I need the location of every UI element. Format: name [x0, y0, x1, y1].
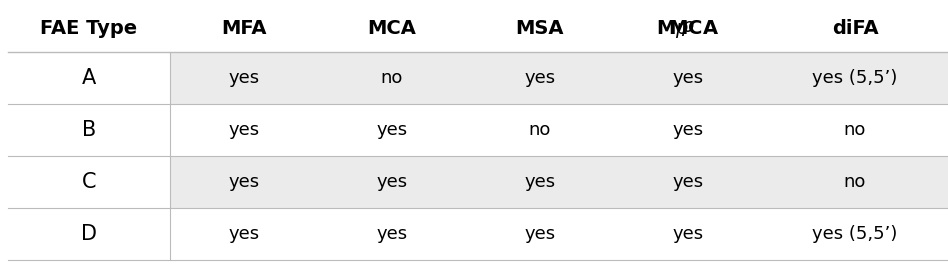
Bar: [8, 52, 170, 104]
Bar: [614, 208, 762, 260]
Text: yes (5,5’): yes (5,5’): [812, 69, 898, 87]
Text: yes: yes: [228, 173, 260, 191]
Text: yes: yes: [228, 69, 260, 87]
Text: FAE Type: FAE Type: [41, 20, 137, 38]
Text: C: C: [82, 172, 97, 192]
Bar: [318, 104, 466, 156]
Bar: [762, 156, 948, 208]
Text: yes: yes: [228, 225, 260, 243]
Bar: [170, 208, 318, 260]
Bar: [8, 156, 170, 208]
Text: yes: yes: [376, 225, 408, 243]
Bar: [8, 208, 170, 260]
Text: $\mathbf{M\,}$: $\mathbf{M\,}$: [668, 20, 688, 38]
Text: yes: yes: [672, 121, 703, 139]
Bar: [762, 52, 948, 104]
Text: MSA: MSA: [516, 20, 564, 38]
Text: no: no: [844, 173, 866, 191]
Bar: [762, 104, 948, 156]
Bar: [466, 156, 614, 208]
Text: no: no: [381, 69, 403, 87]
Text: yes (5,5’): yes (5,5’): [812, 225, 898, 243]
Bar: [614, 104, 762, 156]
Bar: [466, 104, 614, 156]
Text: no: no: [844, 121, 866, 139]
Text: $\mathit{p}$: $\mathit{p}$: [682, 20, 695, 38]
Bar: [318, 52, 466, 104]
Text: MFA: MFA: [221, 20, 266, 38]
Text: yes: yes: [524, 69, 556, 87]
Text: diFA: diFA: [831, 20, 878, 38]
Text: yes: yes: [672, 69, 703, 87]
Bar: [762, 208, 948, 260]
Bar: [170, 156, 318, 208]
Text: D: D: [81, 224, 97, 244]
Bar: [466, 52, 614, 104]
Bar: [318, 156, 466, 208]
Text: yes: yes: [376, 121, 408, 139]
Bar: [170, 104, 318, 156]
Text: B: B: [82, 120, 96, 140]
Bar: [8, 104, 170, 156]
Text: yes: yes: [672, 225, 703, 243]
Text: A: A: [82, 68, 96, 88]
Text: no: no: [529, 121, 551, 139]
Text: yes: yes: [376, 173, 408, 191]
Bar: [318, 208, 466, 260]
Bar: [170, 52, 318, 104]
Text: $\bf{M}$$\it{p}$$\bf{CA}$: $\bf{M}$$\it{p}$$\bf{CA}$: [656, 18, 720, 40]
Text: yes: yes: [524, 173, 556, 191]
Bar: [614, 52, 762, 104]
Bar: [466, 208, 614, 260]
Bar: [614, 156, 762, 208]
Text: yes: yes: [524, 225, 556, 243]
Text: yes: yes: [228, 121, 260, 139]
Text: MCA: MCA: [368, 20, 416, 38]
Text: yes: yes: [672, 173, 703, 191]
